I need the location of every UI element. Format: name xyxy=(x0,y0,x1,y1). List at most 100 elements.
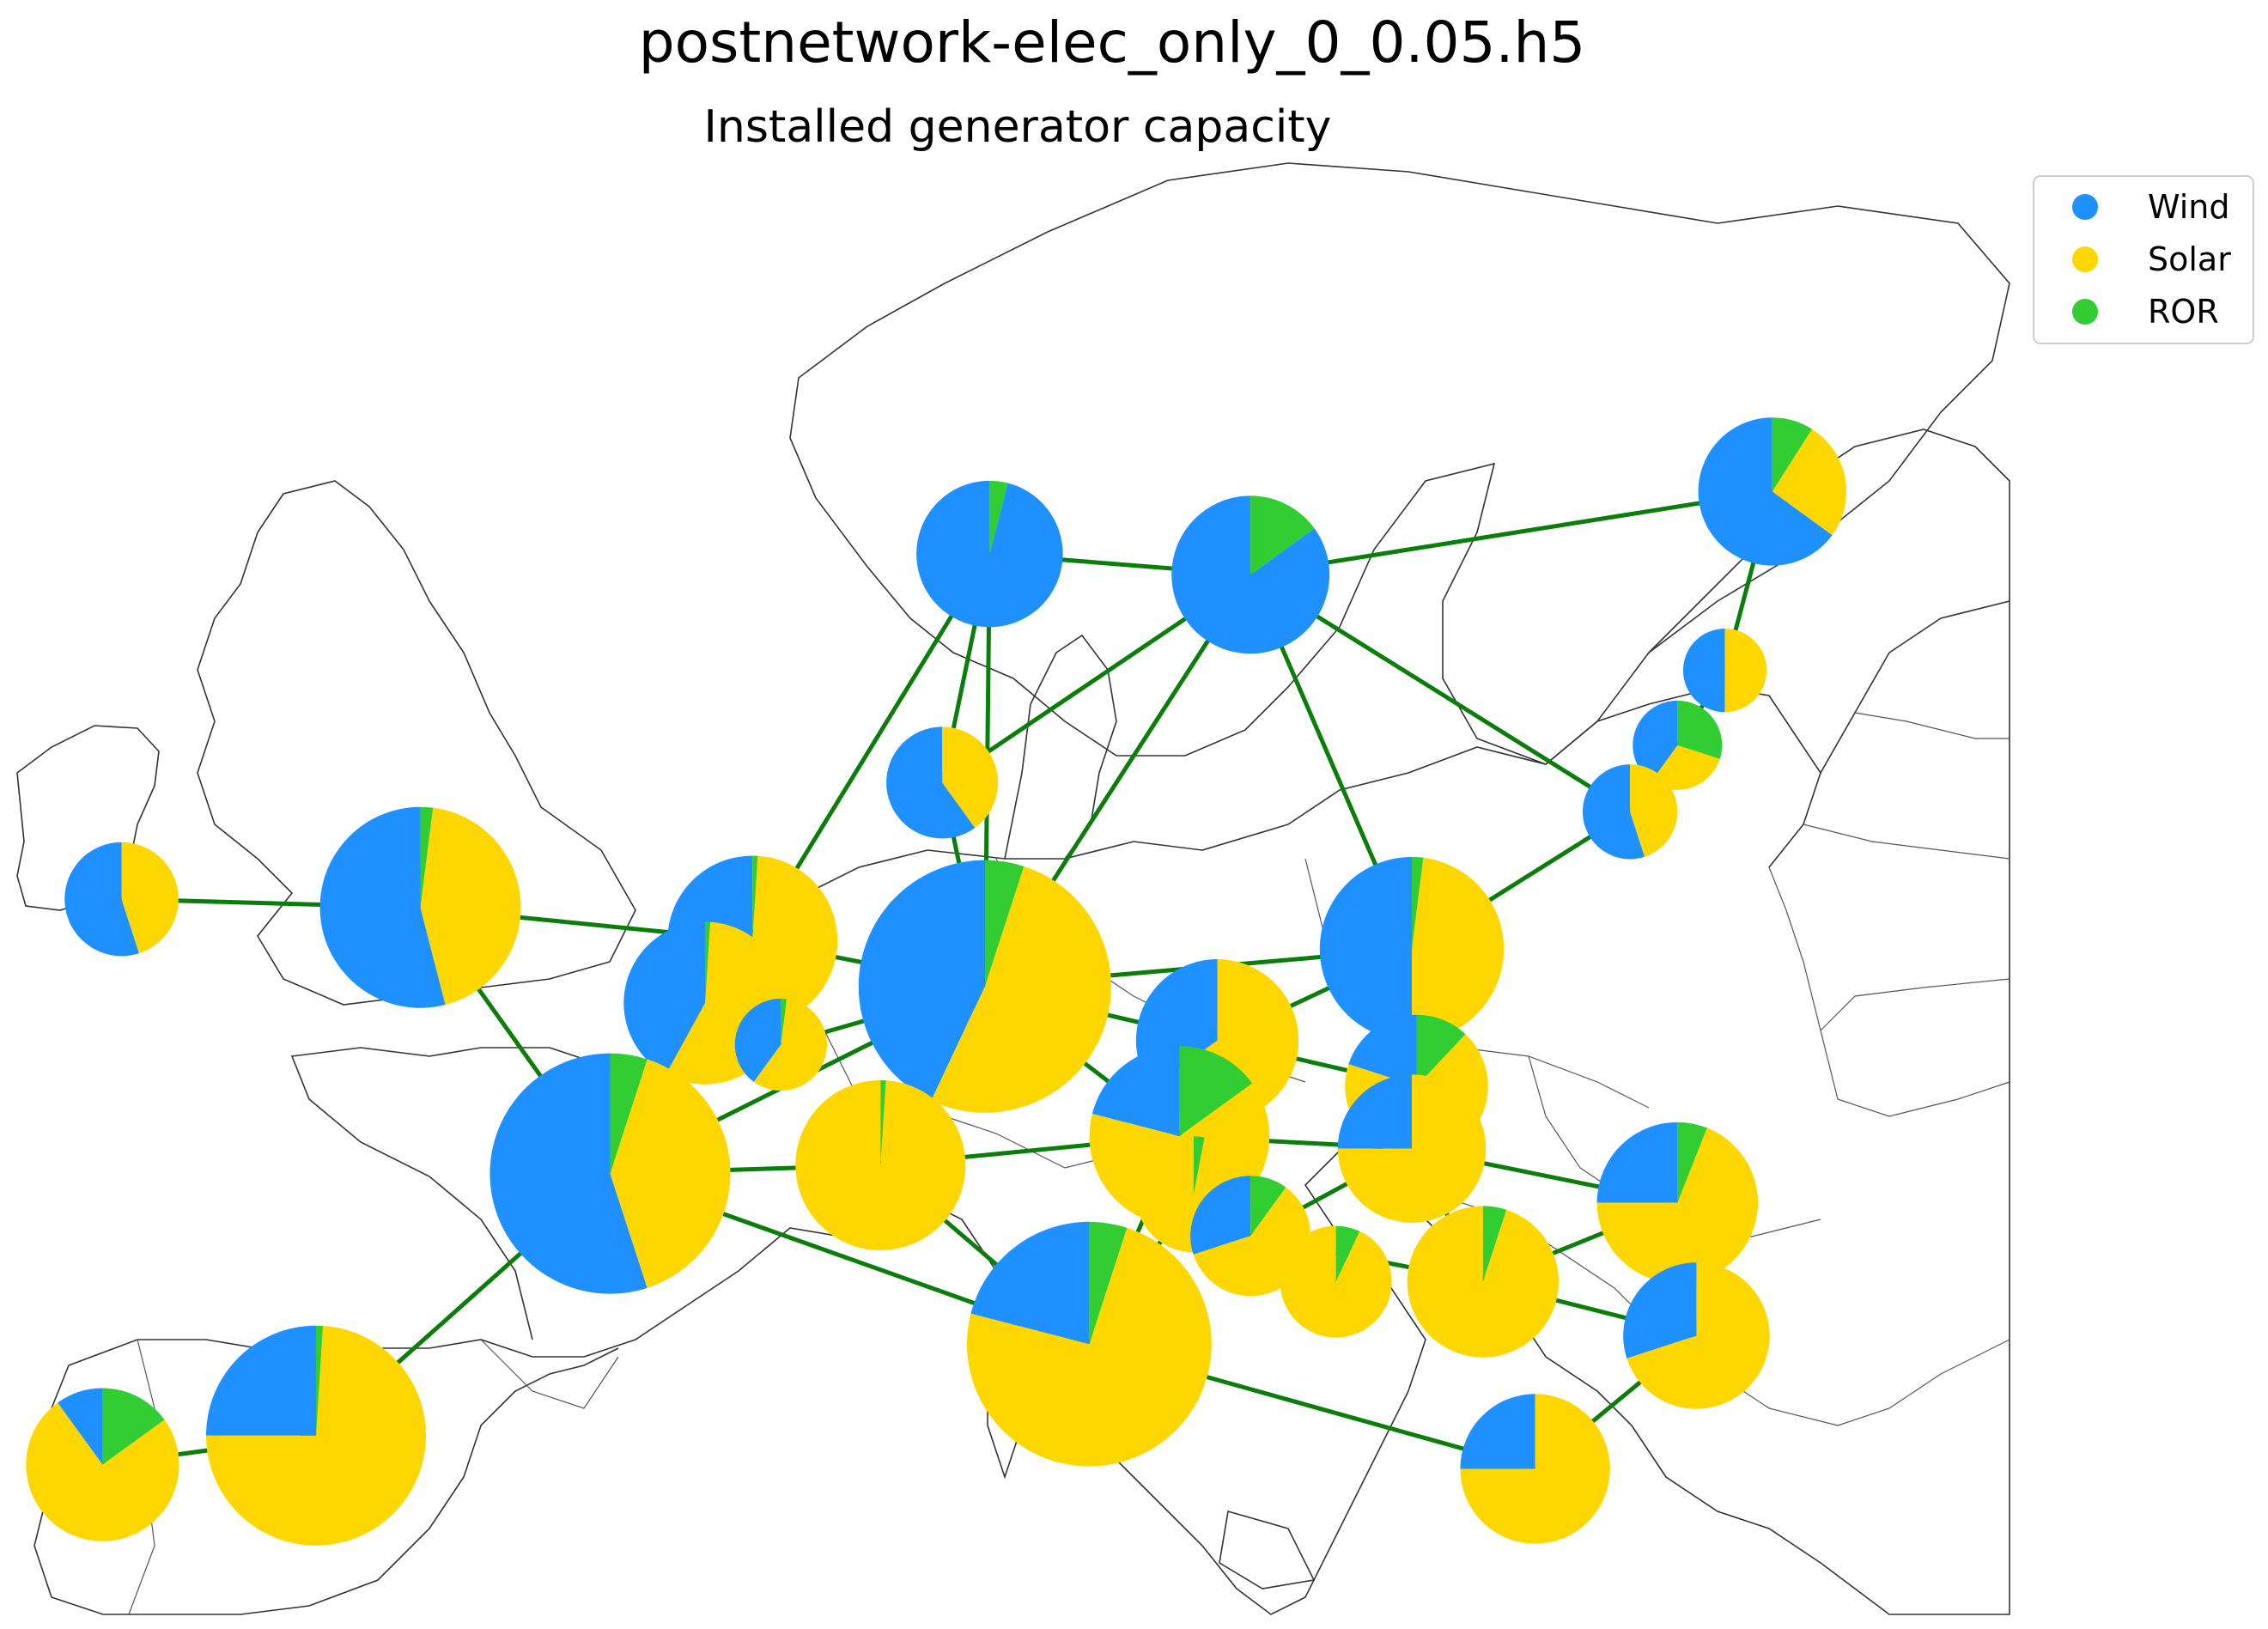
pie-FI xyxy=(1698,417,1847,566)
pie-SK-ror-slice xyxy=(1416,1014,1466,1086)
pie-GB xyxy=(319,806,521,1008)
pie-BA xyxy=(1280,1225,1392,1338)
coastline-great-britain xyxy=(197,480,636,1006)
pie-IE-solar-slice xyxy=(121,842,179,954)
pie-HR-solar-slice xyxy=(1193,1187,1311,1297)
pie-BG xyxy=(1623,1262,1770,1409)
pie-LV xyxy=(1633,700,1723,790)
pie-DE xyxy=(858,860,1111,1113)
legend-label-wind: Wind xyxy=(2148,188,2230,226)
pie-SI-ror-slice xyxy=(1193,1136,1205,1194)
pie-HU-solar-slice xyxy=(1337,1074,1487,1223)
pie-NO-wind-slice xyxy=(916,480,1063,628)
legend-marker-solar xyxy=(2072,246,2098,272)
pie-LT-solar-slice xyxy=(1630,764,1678,857)
pie-NL-ror-slice xyxy=(752,855,758,941)
pie-DE-wind-slice xyxy=(858,860,985,1101)
line-SE-FI xyxy=(1248,489,1775,577)
pie-IT xyxy=(966,1221,1212,1467)
pie-SK-wind-slice xyxy=(1348,1014,1417,1086)
pie-PL-wind-slice xyxy=(1319,856,1412,1042)
pie-IT-wind-slice xyxy=(970,1221,1090,1345)
pie-GB-solar-slice xyxy=(420,807,521,1006)
pie-RO-wind-slice xyxy=(1596,1121,1678,1203)
pie-FR xyxy=(489,1053,731,1294)
pie-RO-solar-slice xyxy=(1596,1128,1759,1284)
pie-CH-ror-slice xyxy=(880,1079,886,1165)
pie-RS-solar-slice xyxy=(1407,1206,1560,1358)
map-subtitle: Installed generator capacity xyxy=(704,101,1332,153)
pie-PT-solar-slice xyxy=(26,1402,179,1541)
pie-RS xyxy=(1407,1206,1560,1358)
pie-HR-ror-slice xyxy=(1250,1176,1286,1237)
pie-GB-wind-slice xyxy=(319,806,446,1008)
legend-label-solar: Solar xyxy=(2148,240,2231,278)
pie-AT-ror-slice xyxy=(1179,1046,1253,1137)
pie-BA-solar-slice xyxy=(1280,1225,1392,1338)
pie-CH xyxy=(795,1079,966,1250)
pie-EE-solar-slice xyxy=(1724,629,1767,713)
pie-IT-ror-slice xyxy=(1089,1221,1128,1345)
pie-BG-solar-slice xyxy=(1627,1262,1770,1409)
pie-ES-solar-slice xyxy=(205,1325,427,1546)
pie-PT-ror-slice xyxy=(102,1388,165,1465)
pie-SE xyxy=(1171,495,1330,654)
legend-marker-wind xyxy=(2072,194,2098,220)
legend-label-ror: ROR xyxy=(2148,293,2219,331)
pie-IE-wind-slice xyxy=(64,842,140,957)
pie-EE-wind-slice xyxy=(1682,629,1725,713)
pie-LV-ror-slice xyxy=(1677,700,1723,759)
pie-BG-wind-slice xyxy=(1623,1262,1697,1359)
pie-ES xyxy=(205,1325,427,1546)
pie-BA-ror-slice xyxy=(1335,1225,1360,1282)
pie-HU xyxy=(1337,1074,1487,1223)
pie-GR xyxy=(1460,1394,1610,1544)
pie-PL-solar-slice xyxy=(1412,857,1505,1042)
pie-EE xyxy=(1682,629,1767,713)
pie-IT-solar-slice xyxy=(966,1227,1212,1467)
pie-HU-wind-slice xyxy=(1337,1074,1412,1149)
pie-FR-solar-slice xyxy=(610,1059,731,1288)
pie-FR-ror-slice xyxy=(610,1053,648,1174)
pie-ES-ror-slice xyxy=(316,1325,324,1436)
pie-GB-ror-slice xyxy=(420,806,434,908)
pie-LV-solar-slice xyxy=(1651,745,1720,790)
pie-PT xyxy=(26,1388,179,1541)
pie-IE xyxy=(64,842,179,957)
pie-FI-solar-slice xyxy=(1772,429,1847,536)
pie-DK-solar-slice xyxy=(942,726,999,829)
figure-title: postnetwork-elec_only_0_0.05.h5 xyxy=(639,9,1586,76)
pie-PL-ror-slice xyxy=(1412,856,1424,950)
pie-DK xyxy=(886,726,999,839)
pie-GR-solar-slice xyxy=(1460,1394,1610,1544)
pie-ES-wind-slice xyxy=(205,1325,316,1436)
pie-PL xyxy=(1319,856,1505,1042)
pie-RO xyxy=(1596,1121,1759,1284)
coastline-denmark xyxy=(1004,634,1117,860)
pie-LT-wind-slice xyxy=(1582,764,1645,860)
capacity-pies xyxy=(26,417,1847,1546)
pie-BE-ror-slice xyxy=(704,921,710,1004)
pie-LU-solar-slice xyxy=(753,999,827,1091)
pie-GR-wind-slice xyxy=(1460,1394,1535,1469)
pie-FR-wind-slice xyxy=(489,1053,648,1294)
pie-NO xyxy=(916,480,1063,628)
pie-LT xyxy=(1582,764,1678,860)
legend: Wind Solar ROR xyxy=(2033,175,2254,344)
pie-LU-wind-slice xyxy=(734,998,781,1082)
pie-AT-wind-slice xyxy=(1091,1046,1180,1137)
pie-LV-wind-slice xyxy=(1633,700,1678,781)
pie-RS-ror-slice xyxy=(1482,1206,1507,1282)
pie-FI-ror-slice xyxy=(1772,417,1813,492)
pie-HR xyxy=(1190,1176,1311,1297)
pie-NO-ror-slice xyxy=(989,480,1008,555)
legend-marker-ror xyxy=(2072,299,2098,325)
pie-RO-ror-slice xyxy=(1677,1121,1707,1203)
pie-HR-wind-slice xyxy=(1190,1176,1251,1255)
pie-DE-solar-slice xyxy=(931,866,1111,1113)
pie-LU-ror-slice xyxy=(781,998,787,1045)
pie-SE-ror-slice xyxy=(1250,495,1315,575)
pie-LU xyxy=(734,998,827,1091)
pie-PT-wind-slice xyxy=(58,1388,103,1465)
